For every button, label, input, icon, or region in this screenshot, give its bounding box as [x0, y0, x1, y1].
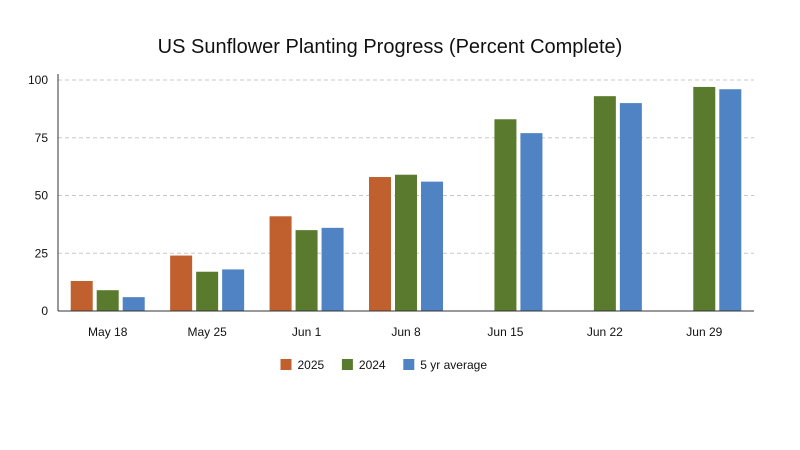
y-tick-label: 100 [28, 73, 48, 87]
bar-2024-jun-15 [494, 119, 517, 312]
bar-2024-jun-29 [693, 86, 716, 312]
x-tick-label: May 25 [187, 325, 227, 339]
y-tick-label: 25 [35, 246, 49, 260]
legend-label: 2025 [298, 358, 325, 372]
x-tick-label: May 18 [88, 325, 128, 339]
bar-2024-may-25 [196, 271, 219, 311]
bar-5-yr-average-may-25 [222, 269, 245, 311]
x-tick-label: Jun 1 [292, 325, 322, 339]
y-tick-label: 50 [35, 189, 49, 203]
bar-5-yr-average-may-18 [122, 297, 145, 311]
x-tick-label: Jun 22 [587, 325, 623, 339]
bar-5-yr-average-jun-15 [520, 133, 543, 311]
x-tick-label: Jun 8 [391, 325, 421, 339]
bar-2024-jun-22 [593, 96, 616, 311]
legend-swatch [341, 359, 353, 370]
bar-2025-jun-1 [269, 216, 292, 311]
axis-layer: 0 25 50 75 100 May 18 May 25 Jun 1 Jun 8 Jun 15 Ju… [28, 73, 754, 339]
bar-2025-may-18 [70, 280, 93, 311]
bar-2024-may-18 [96, 290, 119, 311]
legend-label: 5 yr average [420, 358, 487, 372]
legend-swatch [280, 359, 292, 370]
bar-5-yr-average-jun-29 [719, 89, 742, 312]
bar-5-yr-average-jun-8 [421, 181, 443, 311]
y-tick-label: 75 [35, 131, 49, 145]
legend-swatch [403, 359, 415, 370]
bar-5-yr-average-jun-1 [321, 227, 344, 311]
bar-2024-jun-1 [295, 230, 318, 311]
x-tick-label: Jun 15 [487, 325, 523, 339]
bar-2024-jun-8 [395, 174, 417, 311]
bar-2025-jun-8 [369, 177, 391, 311]
chart-title: US Sunflower Planting Progress (Percent … [158, 36, 623, 58]
bar-2025-may-25 [170, 255, 193, 311]
bars-layer [70, 86, 742, 312]
legend: 2025 2024 5 yr average [280, 358, 487, 372]
bar-5-yr-average-jun-22 [619, 103, 642, 311]
grid-layer [58, 79, 754, 254]
y-tick-label: 0 [41, 304, 48, 318]
legend-label: 2024 [359, 358, 386, 372]
x-tick-label: Jun 29 [686, 325, 722, 339]
